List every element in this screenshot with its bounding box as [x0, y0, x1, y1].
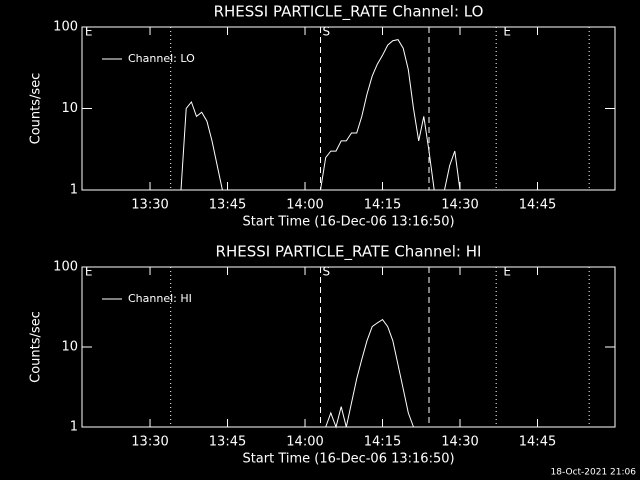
x-tick-label: 14:15: [364, 435, 401, 450]
x-tick-label: 14:15: [364, 198, 401, 213]
x-tick-label: 14:00: [286, 435, 323, 450]
x-tick-label: 14:45: [519, 198, 556, 213]
x-axis-label: Start Time (16-Dec-06 13:16:50): [242, 452, 454, 467]
data-line: [325, 318, 414, 429]
plot-frame: [81, 266, 616, 428]
marker-label: E: [503, 265, 511, 279]
y-tick-label: 10: [61, 101, 78, 116]
legend-label: Channel: LO: [128, 52, 195, 65]
x-tick-label: 14:30: [441, 435, 478, 450]
x-tick-label: 13:45: [209, 198, 246, 213]
y-tick-label: 10: [61, 340, 78, 355]
x-tick-label: 14:30: [441, 198, 478, 213]
chart-title: RHESSI PARTICLE_RATE Channel: HI: [216, 243, 482, 262]
x-tick-label: 14:45: [519, 435, 556, 450]
y-tick-label: 1: [70, 420, 78, 435]
footer: 18-Oct-2021 21:06: [551, 468, 637, 478]
marker-label: S: [323, 265, 331, 279]
marker-label: E: [85, 25, 93, 39]
chart-title: RHESSI PARTICLE_RATE Channel: LO: [214, 3, 484, 22]
x-tick-label: 14:00: [286, 198, 323, 213]
y-axis-label: Counts/sec: [29, 311, 44, 383]
x-tick-label: 13:30: [131, 198, 168, 213]
marker-label: E: [503, 25, 511, 39]
x-tick-label: 13:45: [209, 435, 246, 450]
x-axis-label: Start Time (16-Dec-06 13:16:50): [242, 215, 454, 230]
y-tick-label: 100: [53, 20, 78, 35]
marker-label: E: [85, 265, 93, 279]
x-tick-label: 13:30: [131, 435, 168, 450]
legend-label: Channel: HI: [128, 292, 192, 305]
marker-label: S: [323, 25, 331, 39]
y-axis-label: Counts/sec: [29, 73, 44, 145]
y-tick-label: 100: [53, 260, 78, 275]
data-line: [180, 39, 461, 191]
y-tick-label: 1: [70, 183, 78, 198]
